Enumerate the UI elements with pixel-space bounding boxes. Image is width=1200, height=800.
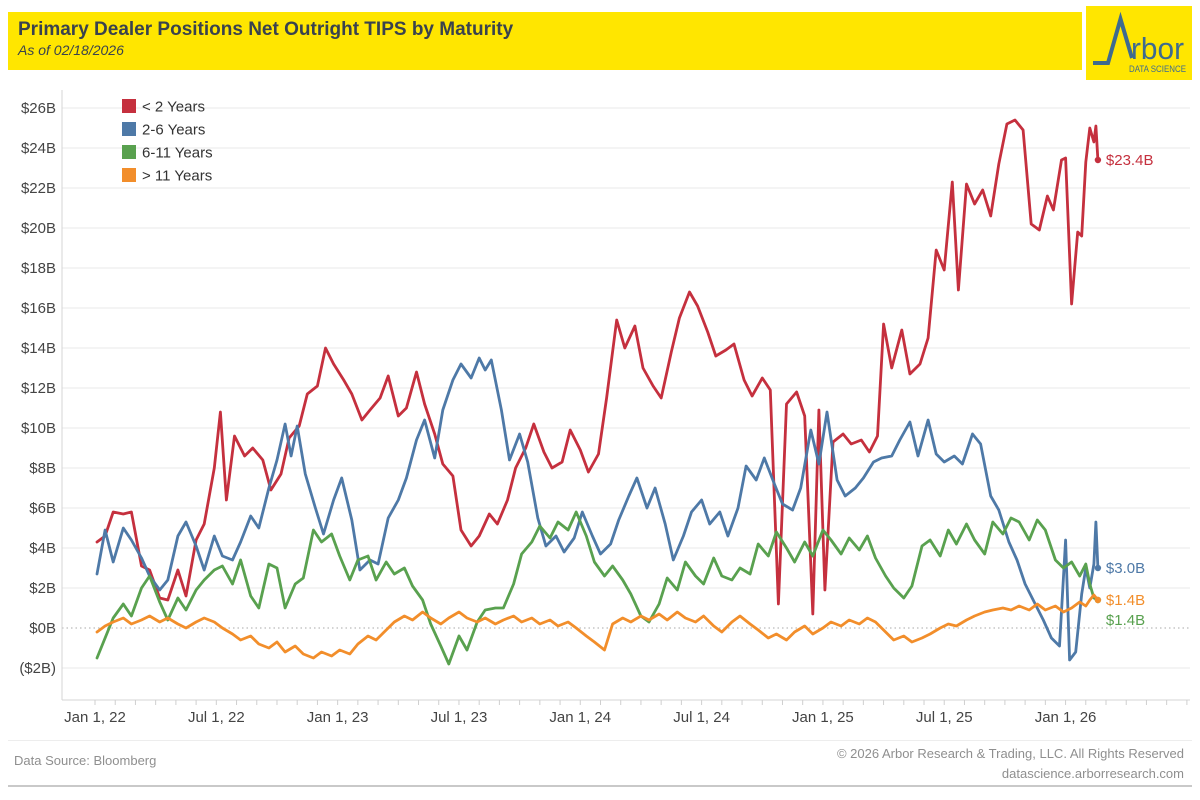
header-band: Primary Dealer Positions Net Outright TI…	[8, 12, 1082, 70]
x-tick-label: Jan 1, 26	[1035, 709, 1097, 726]
legend-swatch-6-11-years	[122, 145, 136, 159]
end-label-under-2-years: $23.4B	[1106, 152, 1154, 169]
x-tick-label: Jul 1, 24	[673, 709, 730, 726]
y-tick-label: ($2B)	[19, 660, 56, 677]
series-line-under-2-years[interactable]	[95, 118, 1100, 616]
y-tick-label: $16B	[21, 300, 56, 317]
data-source: Data Source: Bloomberg	[14, 753, 157, 768]
bottom-border	[8, 785, 1192, 787]
y-tick-label: $0B	[29, 620, 56, 637]
page-subtitle: As of 02/18/2026	[18, 42, 124, 58]
legend-swatch-over-11-years	[122, 168, 136, 182]
logo-peak-icon	[1093, 11, 1134, 65]
y-tick-label: $22B	[21, 180, 56, 197]
y-tick-label: $10B	[21, 420, 56, 437]
series-end-dot-over-11-years	[1094, 596, 1102, 604]
arbor-logo: rbor DATA SCIENCE	[1086, 6, 1192, 80]
y-tick-label: $4B	[29, 540, 56, 557]
y-tick-label: $6B	[29, 500, 56, 517]
legend-label-6-11-years: 6-11 Years	[142, 145, 213, 162]
y-tick-label: $26B	[21, 100, 56, 117]
end-label-2-6-years: $3.0B	[1106, 560, 1145, 577]
x-tick-label: Jan 1, 23	[307, 709, 369, 726]
footer-right: © 2026 Arbor Research & Trading, LLC. Al…	[837, 744, 1184, 784]
y-tick-label: $12B	[21, 380, 56, 397]
x-tick-label: Jul 1, 25	[916, 709, 973, 726]
copyright-text: © 2026 Arbor Research & Trading, LLC. Al…	[836, 746, 1184, 761]
series-line-6-11-years[interactable]	[95, 510, 1100, 666]
y-tick-label: $14B	[21, 340, 56, 357]
y-tick-label: $8B	[29, 460, 56, 477]
series-end-dot-2-6-years	[1094, 564, 1102, 572]
legend-label-2-6-years: 2-6 Years	[142, 122, 205, 139]
series-line-2-6-years[interactable]	[95, 356, 1100, 662]
series-line-over-11-years[interactable]	[95, 593, 1100, 660]
legend-label-under-2-years: < 2 Years	[142, 99, 205, 116]
page-title: Primary Dealer Positions Net Outright TI…	[18, 19, 514, 40]
y-tick-label: $18B	[21, 260, 56, 277]
x-tick-label: Jul 1, 22	[188, 709, 245, 726]
website-text: datascience.arborresearch.com	[1001, 766, 1184, 781]
legend-item-under-2-years[interactable]: < 2 Years	[122, 99, 205, 116]
legend-item-6-11-years[interactable]: 6-11 Years	[122, 145, 213, 162]
arbor-logo-graphic: rbor DATA SCIENCE	[1093, 11, 1186, 75]
legend-swatch-2-6-years	[122, 122, 136, 136]
x-tick-label: Jul 1, 23	[431, 709, 488, 726]
series-end-dot-under-2-years	[1094, 156, 1102, 164]
legend-item-over-11-years[interactable]: > 11 Years	[122, 168, 212, 185]
logo-tagline: DATA SCIENCE	[1129, 64, 1186, 75]
logo-wordmark: rbor	[1131, 31, 1184, 66]
y-tick-label: $24B	[21, 140, 56, 157]
x-tick-label: Jan 1, 22	[64, 709, 126, 726]
y-tick-label: $20B	[21, 220, 56, 237]
footer-divider	[8, 740, 1192, 741]
x-tick-label: Jan 1, 25	[792, 709, 854, 726]
y-tick-label: $2B	[29, 580, 56, 597]
legend-label-over-11-years: > 11 Years	[142, 168, 212, 185]
legend-item-2-6-years[interactable]: 2-6 Years	[122, 122, 205, 139]
x-tick-label: Jan 1, 24	[549, 709, 611, 726]
legend-swatch-under-2-years	[122, 99, 136, 113]
end-label-over-11-years: $1.4B	[1106, 592, 1145, 609]
end-label-6-11-years: $1.4B	[1106, 612, 1145, 629]
